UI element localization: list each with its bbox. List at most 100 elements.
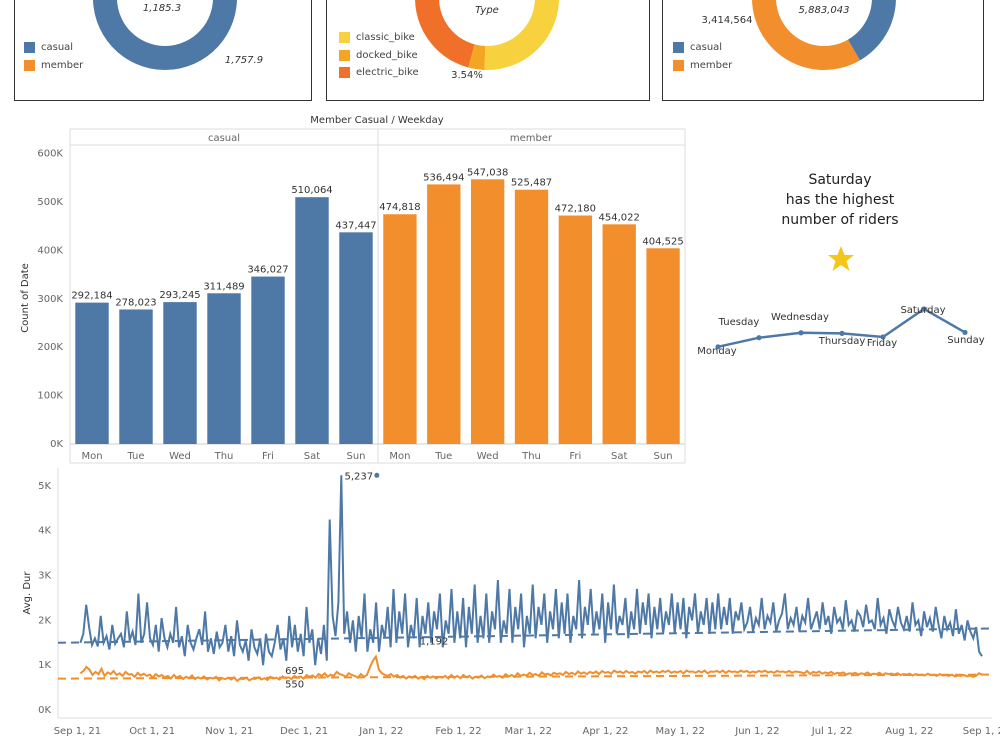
x-tick-label: Sat [611, 451, 627, 462]
count-panel [662, 0, 984, 101]
x-tick-label: Fri [262, 451, 274, 462]
y-ticks: 0K 100K 200K 300K 400K 500K 600K [37, 149, 63, 450]
type-panel [326, 0, 650, 101]
bar-casual [75, 302, 109, 444]
callout-line: Saturday [808, 172, 872, 188]
x-tick-label: Jan 1, 22 [358, 726, 403, 737]
legend-label: member [690, 60, 733, 71]
x-tick-label: Wed [169, 451, 191, 462]
x-tick-label: Oct 1, 21 [129, 726, 175, 737]
bar-value-label: 525,487 [511, 178, 552, 189]
x-tick-label: Aug 1, 22 [885, 726, 933, 737]
facet-label-casual: casual [208, 133, 240, 144]
y-axis-label: Avg. Dur [22, 571, 33, 615]
donut-label: 3,414,564 [702, 15, 753, 26]
x-tick-label: Sun [654, 451, 673, 462]
sparkline-label: Thursday [818, 336, 866, 347]
x-tick-label: Sep 1, 22 [963, 726, 1000, 737]
x-tick-label: Apr 1, 22 [582, 726, 628, 737]
x-tick-label: Wed [477, 451, 499, 462]
legend-item-member[interactable]: member [24, 60, 83, 71]
legend-swatch [339, 50, 350, 61]
x-tick-label: Mon [81, 451, 102, 462]
bar-casual [339, 232, 373, 444]
sparkline-label: Friday [867, 338, 897, 349]
sparkline-point [715, 344, 721, 350]
legend-swatch [24, 42, 35, 53]
bar-casual [207, 293, 241, 444]
x-tick-label: Sat [304, 451, 320, 462]
facet-label-member: member [510, 133, 553, 144]
donut-label: 1,757.9 [225, 55, 263, 66]
bar-value-label: 454,022 [599, 212, 640, 223]
sparkline-points [715, 306, 968, 350]
sparkline-label: Sunday [947, 335, 984, 346]
sparkline-label: Tuesday [718, 317, 760, 328]
x-tick-label: Jun 1, 22 [734, 726, 779, 737]
sparkline-point [962, 329, 968, 336]
x-tick-label: Sep 1, 21 [54, 726, 101, 737]
bar-value-label: 474,818 [379, 202, 420, 213]
series-line-casual [79, 475, 983, 666]
donut-label: 5,883,043 [799, 5, 850, 16]
sparkline-label: Wednesday [771, 312, 829, 323]
legend-item-casual[interactable]: casual [24, 42, 73, 53]
x-tick-label: May 1, 22 [656, 726, 705, 737]
bar-member [602, 224, 636, 444]
bar-value-label: 404,525 [642, 236, 683, 247]
donut-label: 1,185.3 [143, 3, 181, 14]
donut-charts: 1,185.3 1,757.9 Type 3.54% 3,414,564 5,8… [93, 0, 896, 81]
x-tick-label: Sun [346, 451, 365, 462]
legend-item-docked-bike[interactable]: docked_bike [339, 50, 418, 61]
y-tick-label: 0K [38, 705, 51, 716]
legend-swatch [673, 60, 684, 71]
y-tick-label: 500K [37, 197, 63, 208]
x-ticks: Sep 1, 21 Oct 1, 21 Nov 1, 21 Dec 1, 21 … [54, 726, 1000, 737]
y-ticks: 0K 1K 2K 3K 4K 5K [38, 481, 51, 716]
bar-value-label: 292,184 [71, 291, 112, 302]
bar-casual [119, 309, 153, 444]
legend-item-member[interactable]: member [673, 60, 732, 71]
bar-member [514, 189, 549, 444]
series-line-member [79, 654, 983, 683]
bar-value-label: 437,447 [335, 220, 376, 231]
bar-casual [163, 302, 197, 444]
x-tick-label: Tue [434, 451, 452, 462]
sparkline-point [880, 334, 886, 340]
annotation-label: 695 [285, 666, 304, 677]
sparkline-point [756, 335, 762, 341]
donut-slice-casual [848, 0, 896, 61]
y-tick-label: 1K [38, 660, 51, 671]
chart-title: Member Casual / Weekday [310, 115, 443, 126]
donut-slice-classic-bike [484, 0, 559, 70]
legend-label: electric_bike [356, 67, 419, 78]
duration-panel [14, 0, 312, 101]
bar-value-label: 536,494 [423, 172, 464, 183]
bar-member [646, 248, 680, 444]
legend-item-casual[interactable]: casual [673, 42, 722, 53]
annotation-label: 1,192 [420, 637, 449, 648]
x-tick-label: Thu [521, 451, 541, 462]
x-tick-label: Fri [569, 451, 581, 462]
weekday-sparkline: Monday Tuesday Wednesday Thursday Friday… [697, 305, 985, 357]
sparkline-point [921, 306, 927, 312]
x-tick-label: Dec 1, 21 [280, 726, 328, 737]
sparkline-point [839, 330, 845, 336]
weekday-bar-chart: Member Casual / Weekday casual member Co… [20, 115, 686, 464]
donut-slice-docked-bike [468, 44, 486, 70]
x-tick-label: Feb 1, 22 [435, 726, 481, 737]
legend-swatch [339, 32, 350, 43]
donut-slice-electric-bike [415, 0, 475, 68]
legend-item-electric-bike[interactable]: electric_bike [339, 67, 419, 78]
duration-donut: 1,185.3 1,757.9 [93, 0, 263, 71]
legend-label: docked_bike [356, 50, 418, 61]
legend-label: casual [41, 42, 74, 53]
bar-member [383, 214, 417, 444]
legend-item-classic-bike[interactable]: classic_bike [339, 32, 415, 43]
legend-label: casual [690, 42, 723, 53]
x-tick-label: Jul 1, 22 [811, 726, 853, 737]
bar-value-label: 510,064 [291, 185, 332, 196]
insight-callout: Saturday has the highest number of rider… [755, 170, 925, 230]
x-tick-label: Tue [126, 451, 144, 462]
bars-casual: 292,184 Mon 278,023 Tue 293,245 Wed 311,489 Thu… [71, 185, 376, 462]
